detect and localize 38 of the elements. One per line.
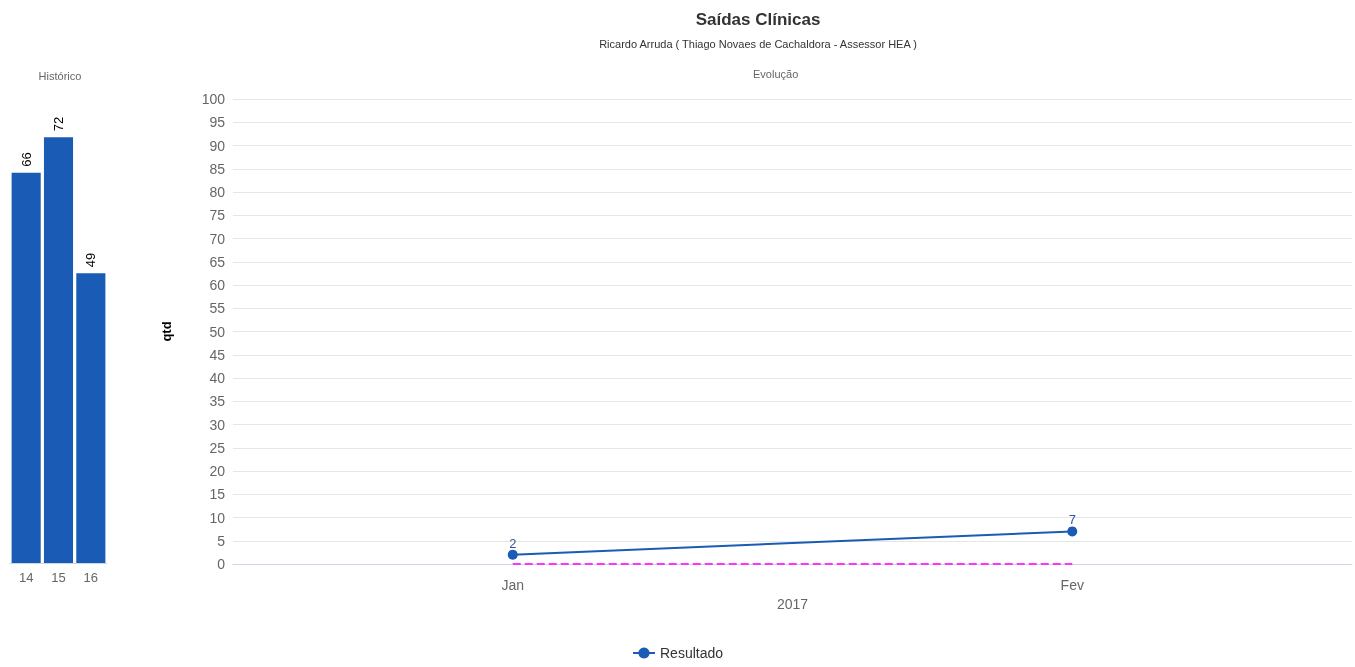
data-label: 66: [18, 152, 34, 167]
y-tick-label: 65: [209, 253, 226, 270]
y-tick-label: 20: [209, 463, 226, 479]
y-tick-label: 100: [201, 91, 226, 107]
y-tick-label: 40: [209, 370, 226, 386]
y-tick-label: 45: [209, 346, 226, 363]
chart-subtitle: Ricardo Arruda ( Thiago Novaes de Cachaldora - Assessor HEA ): [599, 37, 917, 50]
y-tick-label: 15: [209, 486, 226, 503]
y-tick-label: 60: [209, 277, 226, 293]
chart-title: Saídas Clínicas: [695, 10, 821, 29]
data-label: 7: [1068, 512, 1076, 528]
y-tick-label: 70: [209, 230, 226, 247]
x-axis-title: 2017: [776, 595, 809, 612]
y-tick-label: 5: [217, 532, 226, 549]
y-tick-label: 35: [209, 393, 226, 410]
y-tick-label: 30: [209, 416, 226, 433]
data-label: 2: [509, 535, 517, 551]
y-tick-label: 85: [209, 160, 226, 177]
y-tick-label: 25: [209, 439, 226, 456]
text: Evolução: [752, 67, 799, 80]
y-tick-label: 75: [209, 207, 226, 224]
y-axis-title: qtd: [159, 321, 174, 342]
legend-label: Resultado: [659, 645, 724, 661]
data-label: 72: [51, 116, 66, 132]
y-tick-label: 55: [209, 300, 226, 317]
y-tick-label: 95: [209, 114, 226, 131]
data-label: 49: [83, 252, 99, 268]
y-tick-label: 50: [209, 323, 226, 340]
x-tick-label: 15: [51, 570, 66, 585]
y-tick-label: 0: [217, 556, 226, 572]
chart-title: Histórico: [38, 69, 82, 82]
x-tick-label: Jan: [501, 577, 525, 593]
x-tick-label: 16: [83, 570, 99, 585]
x-tick-label: 14: [18, 570, 34, 585]
y-tick-label: 90: [209, 137, 226, 154]
y-tick-label: 80: [209, 184, 226, 200]
y-tick-label: 10: [209, 509, 226, 526]
x-tick-label: Fev: [1060, 577, 1084, 593]
